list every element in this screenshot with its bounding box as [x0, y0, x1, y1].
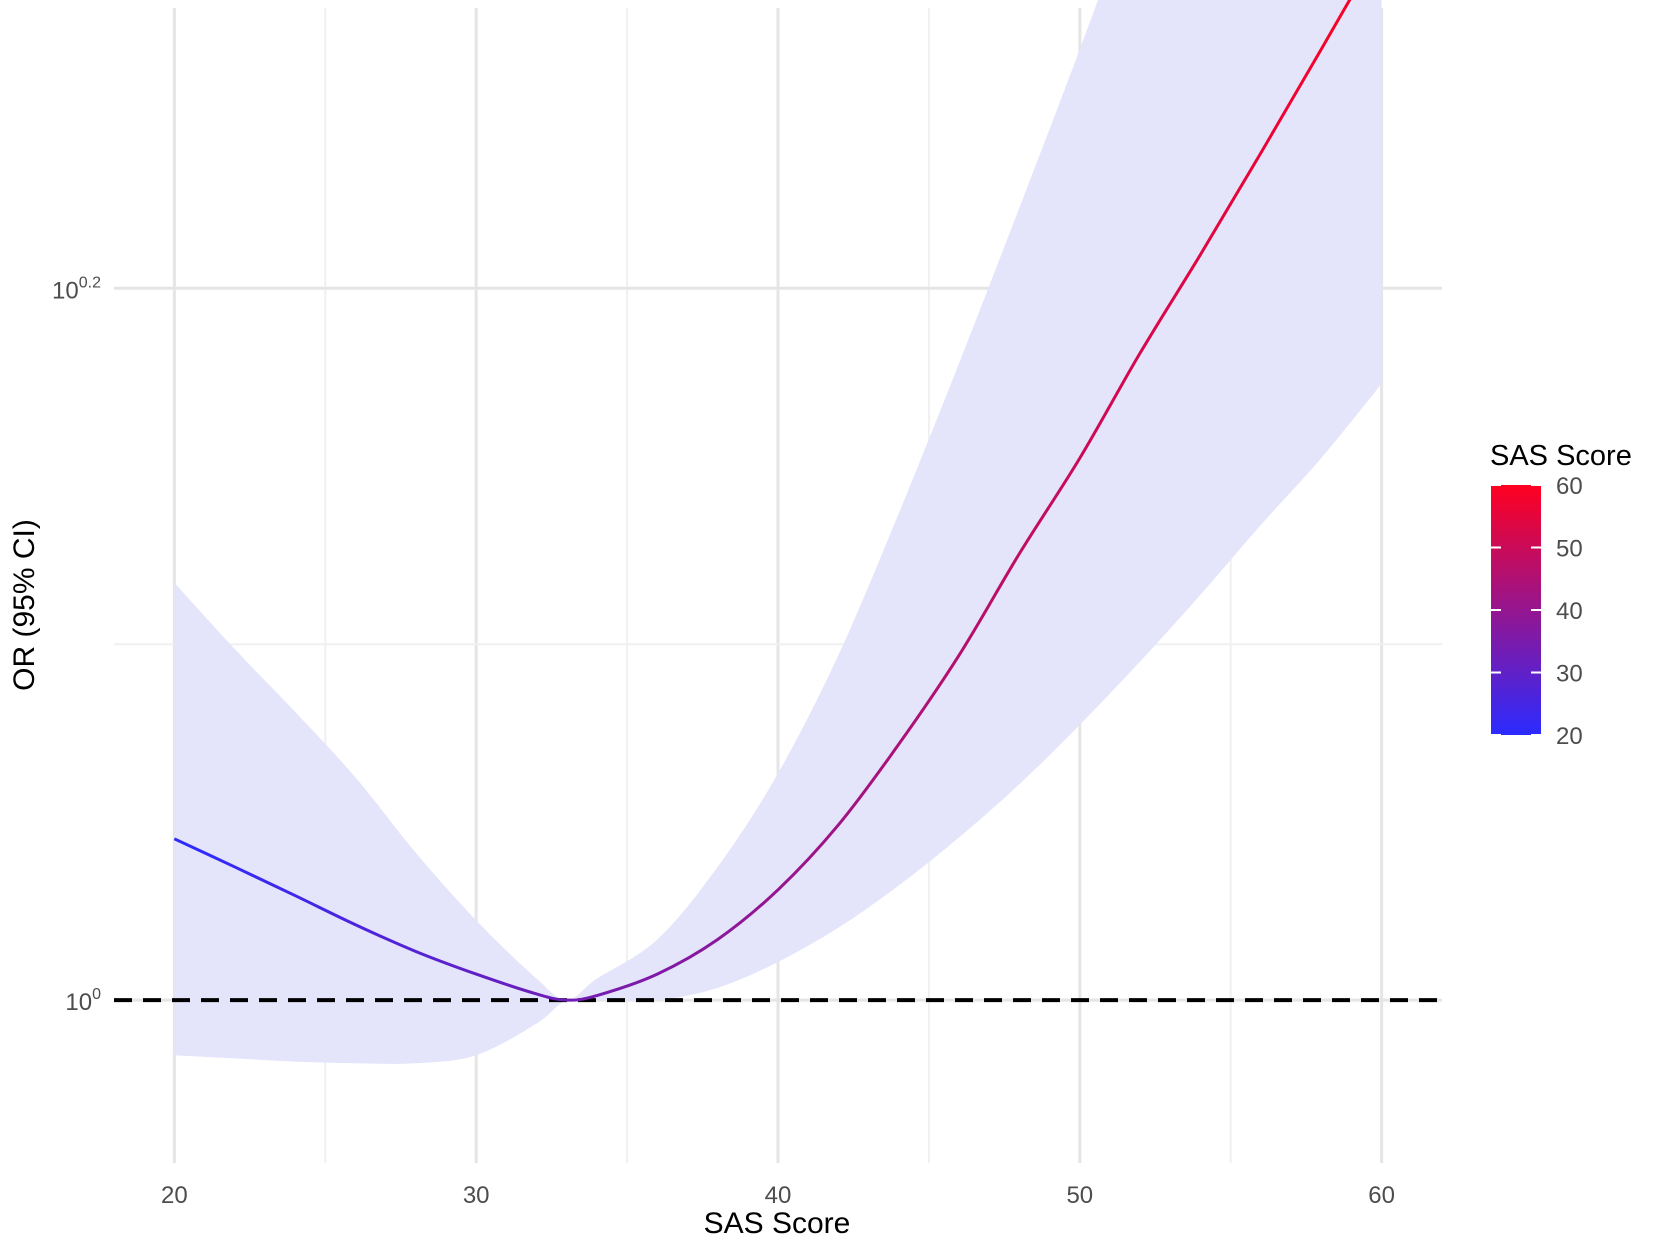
- x-tick-label: 40: [765, 1182, 792, 1209]
- colorbar-tick-label: 30: [1556, 661, 1583, 688]
- colorbar-legend: SAS Score 20 30 40 50 60: [1490, 440, 1632, 750]
- colorbar-title: SAS Score: [1490, 440, 1632, 472]
- confidence-interval-band: [174, 0, 1382, 1064]
- colorbar-tick-label: 40: [1556, 598, 1583, 625]
- y-axis-title: OR (95% CI): [8, 519, 41, 691]
- x-tick-label: 20: [161, 1182, 188, 1209]
- colorbar-tick-label: 50: [1556, 536, 1583, 563]
- colorbar-ticks: 20 30 40 50 60: [1491, 473, 1583, 750]
- or-curve-series: [173, 0, 1352, 1002]
- x-tick-label: 50: [1066, 1182, 1093, 1209]
- colorbar-tick-label: 20: [1556, 723, 1583, 750]
- x-tick-label: 30: [463, 1182, 490, 1209]
- x-tick-label: 60: [1368, 1182, 1395, 1209]
- y-tick-label: 100.2: [52, 274, 101, 304]
- y-tick-label: 100: [65, 986, 101, 1016]
- x-axis-ticks: 20 30 40 50 60: [161, 1182, 1395, 1209]
- colorbar-tick-label: 60: [1556, 473, 1583, 500]
- x-axis-title: SAS Score: [704, 1207, 851, 1240]
